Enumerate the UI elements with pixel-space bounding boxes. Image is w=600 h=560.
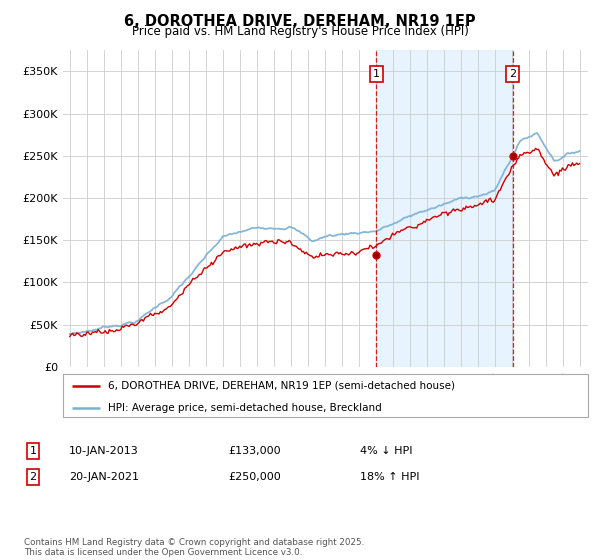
Text: Contains HM Land Registry data © Crown copyright and database right 2025.
This d: Contains HM Land Registry data © Crown c… (24, 538, 364, 557)
Text: 4% ↓ HPI: 4% ↓ HPI (360, 446, 413, 456)
Text: 2: 2 (29, 472, 37, 482)
Text: 10-JAN-2013: 10-JAN-2013 (69, 446, 139, 456)
Text: £250,000: £250,000 (228, 472, 281, 482)
Text: 20-JAN-2021: 20-JAN-2021 (69, 472, 139, 482)
Text: Price paid vs. HM Land Registry's House Price Index (HPI): Price paid vs. HM Land Registry's House … (131, 25, 469, 38)
Text: 6, DOROTHEA DRIVE, DEREHAM, NR19 1EP: 6, DOROTHEA DRIVE, DEREHAM, NR19 1EP (124, 14, 476, 29)
Text: £133,000: £133,000 (228, 446, 281, 456)
Text: HPI: Average price, semi-detached house, Breckland: HPI: Average price, semi-detached house,… (107, 403, 382, 413)
Bar (376, 50, 512, 367)
Text: 1: 1 (373, 69, 380, 79)
Text: 6, DOROTHEA DRIVE, DEREHAM, NR19 1EP (semi-detached house): 6, DOROTHEA DRIVE, DEREHAM, NR19 1EP (se… (107, 381, 455, 391)
Text: 18% ↑ HPI: 18% ↑ HPI (360, 472, 419, 482)
Text: 1: 1 (29, 446, 37, 456)
Text: 2: 2 (509, 69, 516, 79)
